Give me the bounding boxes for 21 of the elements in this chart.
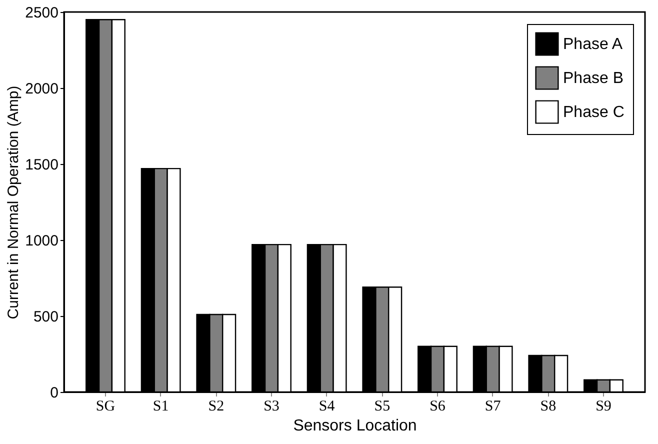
- x-tick-label: S5: [374, 398, 390, 414]
- legend-label: Phase A: [563, 36, 623, 53]
- x-tick-label: S9: [596, 398, 612, 414]
- x-tick-label: SG: [96, 398, 116, 414]
- x-axis-title: Sensors Location: [293, 418, 417, 434]
- x-tick-label: S2: [208, 398, 224, 414]
- y-tick-label: 1000: [25, 232, 58, 250]
- y-tick-label: 0: [50, 384, 58, 402]
- legend-label: Phase C: [563, 104, 624, 121]
- y-tick-label: 1500: [25, 156, 58, 174]
- x-tick-label: S8: [540, 398, 556, 414]
- x-tick-label: S1: [152, 398, 169, 414]
- y-axis-title: Current in Normal Operation (Amp): [5, 86, 22, 320]
- x-tick-label: S4: [318, 398, 336, 414]
- y-tick-label: 2500: [25, 4, 58, 22]
- x-tick-label: S7: [484, 398, 502, 414]
- y-tick-label: 2000: [25, 80, 58, 98]
- x-tick-label: S6: [430, 398, 446, 414]
- x-tick-label: S3: [264, 398, 280, 414]
- y-tick-label: 500: [33, 308, 58, 326]
- legend-label: Phase B: [563, 70, 624, 87]
